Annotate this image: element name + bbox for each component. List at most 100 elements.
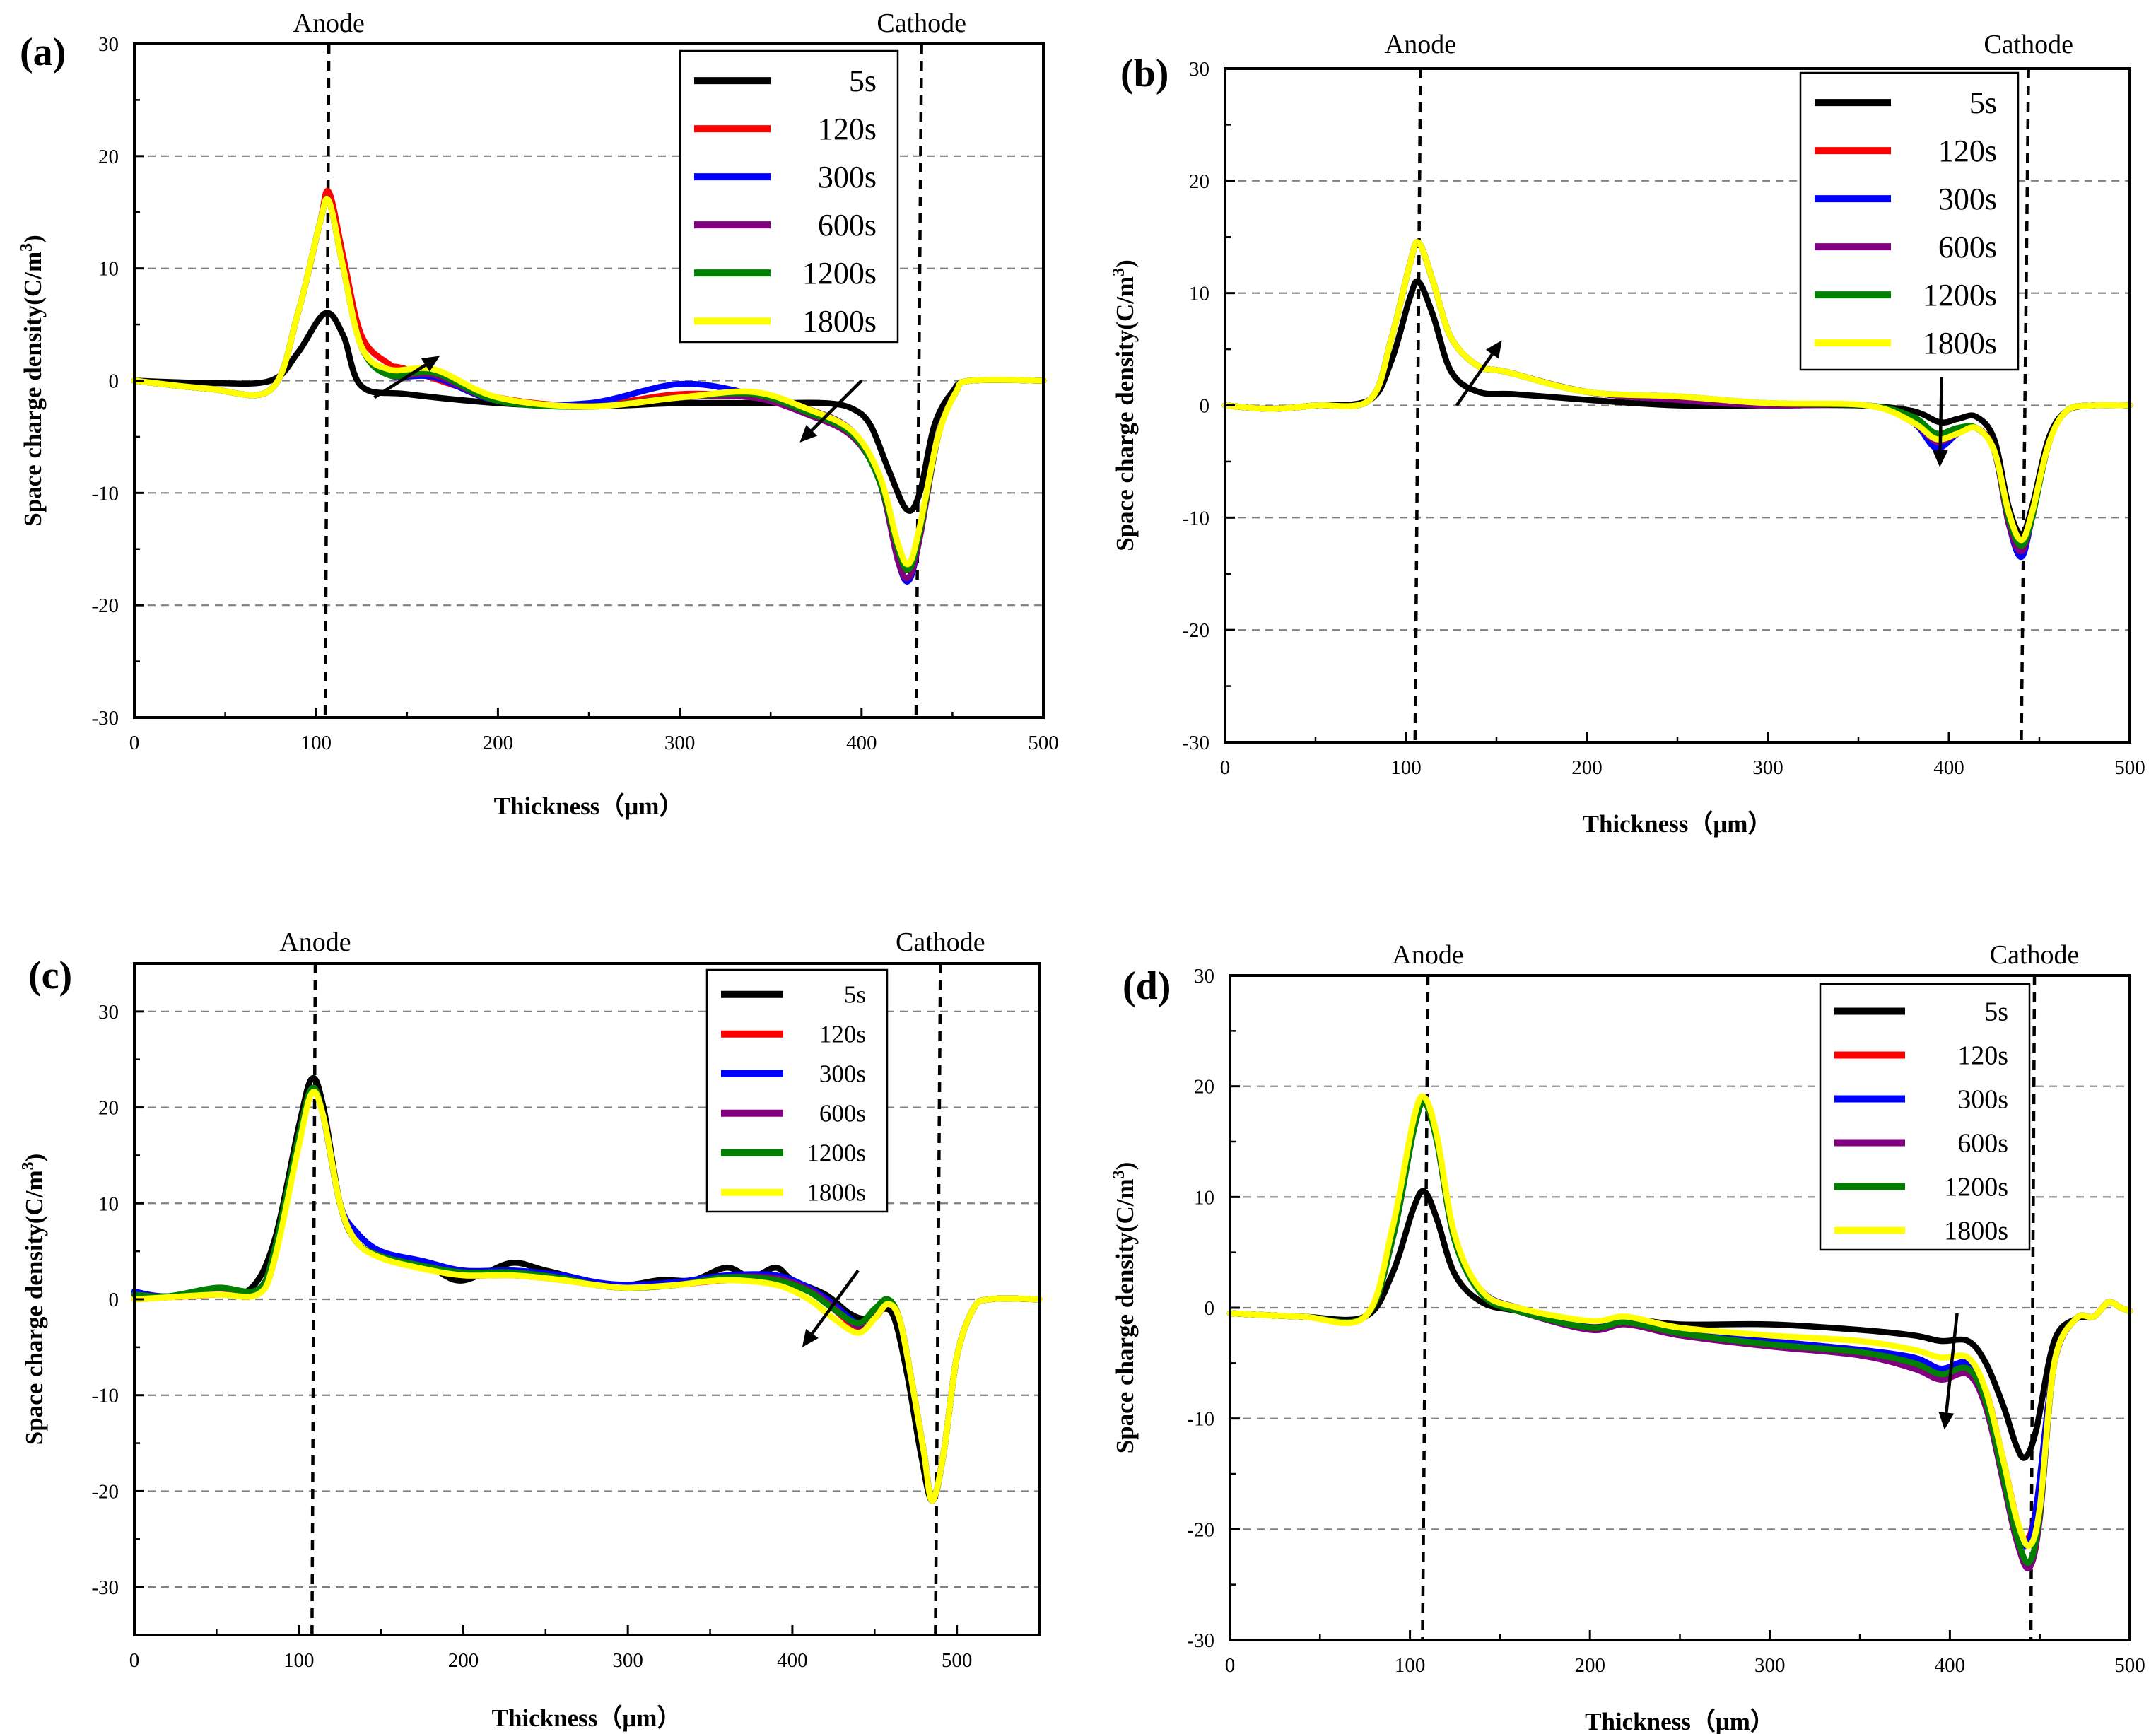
y-tick-label: 30 (98, 1001, 119, 1024)
trend-arrow-head (802, 1328, 819, 1347)
legend-label: 1800s (1923, 326, 1997, 361)
y-tick-label: 30 (98, 33, 119, 56)
electrode-line (934, 963, 942, 1636)
legend-box (705, 968, 889, 1213)
x-tick-label: 200 (483, 732, 514, 754)
legend-label: 1200s (1923, 278, 1997, 312)
x-tick-label: 100 (1390, 756, 1422, 779)
panel-label: (a) (20, 30, 66, 74)
legend-label: 120s (819, 1021, 866, 1048)
x-tick-label: 200 (1574, 1654, 1605, 1677)
x-tick-label: 400 (1933, 756, 1964, 779)
x-tick-label: 100 (300, 732, 332, 754)
x-tick-label: 300 (1754, 1654, 1786, 1677)
y-tick-label: -30 (91, 707, 119, 730)
series-line-1200s (131, 195, 1047, 573)
legend-label: 600s (1938, 230, 1997, 264)
electrode-line (914, 43, 923, 718)
legend-label: 1200s (807, 1140, 866, 1167)
x-axis-title: Thickness（μm） (1583, 810, 1773, 838)
y-tick-label: -10 (91, 482, 119, 505)
series-line-300s (131, 1084, 1043, 1504)
trend-arrow (1938, 377, 1944, 450)
panel-label: (b) (1120, 52, 1168, 95)
electrode-line (2029, 975, 2037, 1641)
electrode-line (323, 43, 331, 718)
x-axis-title: Thickness（μm） (494, 792, 684, 820)
trend-arrow-head (1938, 1412, 1955, 1430)
y-tick-label: -20 (91, 594, 119, 617)
x-tick-label: 0 (129, 732, 140, 754)
series-line-5s (131, 1074, 1043, 1504)
y-tick-label: -30 (1187, 1629, 1214, 1652)
legend-label: 1800s (802, 304, 877, 339)
trend-arrow-head (1485, 340, 1502, 359)
legend-label: 600s (819, 1100, 866, 1127)
x-tick-label: 100 (283, 1649, 315, 1672)
x-tick-label: 500 (2114, 1654, 2145, 1677)
y-tick-label: 10 (98, 258, 119, 281)
panel-label: (c) (28, 954, 72, 997)
series-line-600s (131, 1084, 1043, 1504)
legend-label: 300s (818, 160, 877, 194)
series-line-1800s (131, 195, 1047, 568)
trend-arrow (1455, 353, 1494, 406)
legend-label: 300s (1938, 182, 1997, 216)
electrode-line (1413, 68, 1422, 743)
x-tick-label: 300 (1752, 756, 1783, 779)
y-axis-title: Space charge density(C/m3) (19, 1154, 48, 1446)
legend-label: 300s (1957, 1084, 2008, 1114)
anode-label: Anode (279, 927, 351, 957)
x-tick-label: 0 (1220, 756, 1231, 779)
x-axis-title: Thickness（μm） (492, 1704, 682, 1732)
series-line-5s (1226, 1188, 2133, 1461)
y-tick-label: 0 (109, 370, 119, 393)
y-tick-label: -10 (1182, 507, 1209, 529)
legend-label: 5s (1969, 86, 1997, 120)
x-tick-label: 100 (1395, 1654, 1426, 1677)
x-tick-label: 400 (1935, 1654, 1966, 1677)
y-tick-label: 0 (109, 1289, 119, 1311)
x-axis-title: Thickness（μm） (1585, 1708, 1775, 1734)
anode-label: Anode (1392, 940, 1463, 970)
y-tick-label: 0 (1200, 395, 1210, 418)
panel-b: Anode Cathode 0 100 200 300 400 500 -30 -20 -10 0 10… (1110, 30, 2145, 838)
legend-label: 1800s (1944, 1216, 2008, 1246)
y-tick-label: 20 (98, 146, 119, 168)
cathode-label: Cathode (1984, 30, 2073, 59)
y-tick-label: 10 (1194, 1186, 1214, 1209)
x-tick-label: 300 (664, 732, 696, 754)
legend-label: 1200s (802, 256, 877, 291)
cathode-label: Cathode (1990, 940, 2080, 970)
series-line-1200s (131, 1084, 1043, 1504)
series-line-1800s (131, 1089, 1043, 1504)
series-line-5s (131, 310, 1047, 514)
panel-c: Anode Cathode 0 100 200 300 400 500 -30 -20 -10 0 10… (19, 927, 1043, 1732)
trend-arrow (1945, 1313, 1959, 1413)
y-axis-title: Space charge density(C/m3) (1110, 1162, 1139, 1454)
y-tick-label: 10 (98, 1193, 119, 1215)
legend-label: 5s (1984, 997, 2008, 1026)
y-tick-label: -20 (91, 1480, 119, 1503)
y-axis-title: Space charge density(C/m3) (18, 235, 47, 527)
x-tick-label: 0 (129, 1649, 140, 1672)
trend-arrow (811, 1269, 860, 1335)
legend-label: 5s (849, 64, 877, 98)
panel-label: (d) (1123, 964, 1171, 1008)
y-tick-label: -20 (1182, 619, 1209, 642)
legend: 5s 120s 300s 600s 1200s 1800s (1819, 983, 2031, 1251)
series-line-1800s (1226, 1093, 2133, 1550)
y-tick-label: 30 (1189, 58, 1209, 81)
y-tick-label: 0 (1205, 1297, 1215, 1320)
x-tick-label: 200 (1571, 756, 1603, 779)
legend-label: 5s (844, 981, 866, 1009)
trend-arrow-head (1932, 450, 1948, 467)
y-tick-label: 10 (1189, 283, 1209, 305)
y-tick-label: 20 (1189, 170, 1209, 193)
x-tick-label: 400 (846, 732, 877, 754)
legend-box (1799, 71, 2020, 371)
x-tick-label: 500 (942, 1649, 973, 1672)
panel-d: Anode Cathode 0 100 200 300 400 500 -30 -20 -10 0 10… (1110, 940, 2145, 1734)
trend-arrow-head (799, 425, 818, 443)
